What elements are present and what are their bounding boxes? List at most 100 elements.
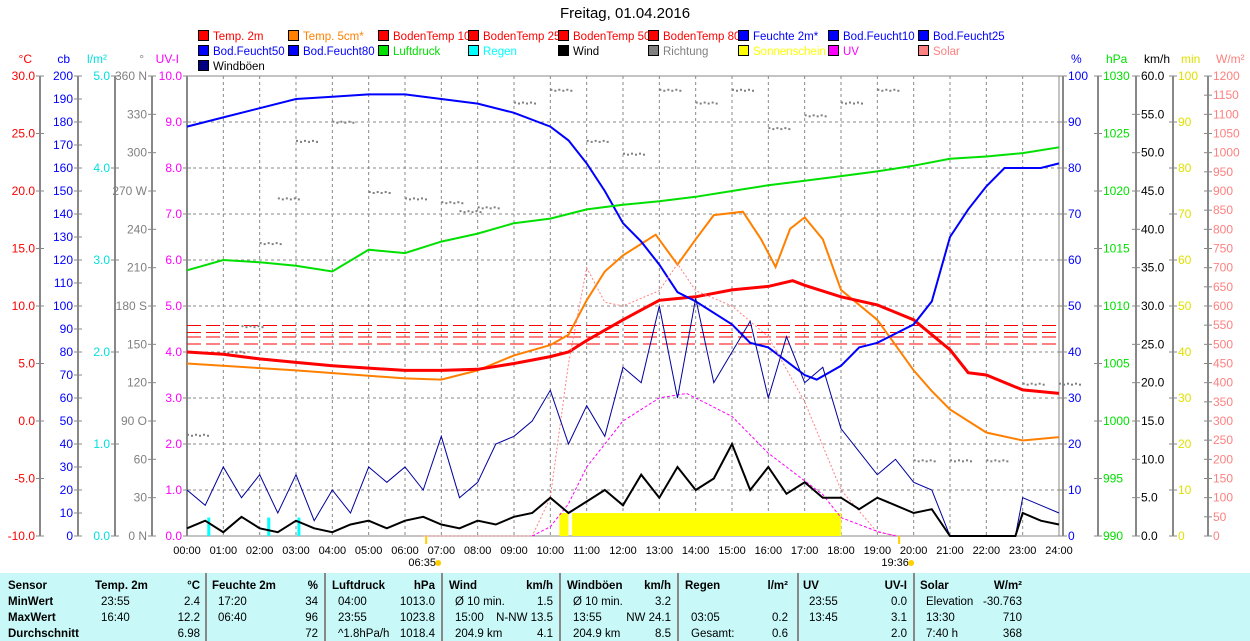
axis-tick-label: 60 (60, 391, 74, 405)
direction-point (816, 115, 819, 118)
direction-point (990, 460, 993, 463)
direction-point (711, 101, 714, 104)
axis-tick-label: 0 (1068, 529, 1075, 543)
column-divider (797, 573, 799, 641)
legend-item: BodenTemp 10 (378, 30, 470, 43)
stats-cell: 03:05 (691, 612, 720, 624)
direction-point (261, 326, 264, 329)
direction-point (514, 101, 516, 104)
stats-cell: 204.9 km (455, 628, 503, 640)
axis-tick-label: 60 (1068, 253, 1082, 267)
direction-point (300, 140, 302, 143)
legend-swatch-icon (288, 45, 299, 56)
legend-item: Temp. 2m (198, 30, 264, 43)
axis-tick-label: 990 (1103, 529, 1123, 543)
x-tick-label: 12:00 (609, 545, 637, 557)
legend-label: BodenTemp 80 (663, 31, 741, 43)
legend-swatch-icon (198, 60, 209, 71)
column-divider (913, 573, 915, 641)
stats-cell: Ø 10 min. (573, 596, 623, 608)
direction-point (312, 139, 314, 142)
stats-cell: Luftdruck (332, 580, 386, 592)
legend-swatch-icon (198, 30, 209, 41)
direction-point (776, 127, 779, 130)
series-solar (423, 262, 900, 537)
axis-tick-label: 8.0 (165, 161, 182, 175)
axis-tick-label: 600 (1213, 299, 1233, 313)
direction-point (459, 210, 462, 213)
series-wind (186, 441, 1060, 537)
stats-cell: Feuchte 2m (212, 580, 276, 592)
direction-point (530, 101, 532, 104)
axis-unit-cb: cb (57, 52, 70, 66)
direction-point (1079, 383, 1081, 386)
axis-tick-label: 80 (1178, 161, 1192, 175)
axis-tick-label: 60 (1178, 253, 1192, 267)
direction-point (663, 89, 666, 92)
axis-tick-label: 30 (1068, 391, 1082, 405)
legend-item: Feuchte 2m* (738, 30, 818, 43)
x-tick-label: 10:00 (537, 545, 565, 557)
direction-point (606, 140, 609, 143)
axis-tick-label: 2.0 (93, 345, 110, 359)
axis-tick-label: 80 (1068, 161, 1082, 175)
stats-cell: Durchschnitt (8, 628, 79, 640)
x-tick-label: 09:00 (500, 545, 528, 557)
axis-tick-label: 100 (1178, 69, 1198, 83)
stats-cell: MinWert (8, 596, 54, 608)
axis-tick-label: 50 (1213, 510, 1227, 524)
stats-cell: ^1.8hPa/h (338, 628, 390, 640)
direction-point (368, 191, 371, 193)
direction-point (808, 115, 811, 118)
legend-item: Bod.Feucht25 (918, 30, 1005, 43)
direction-point (352, 121, 355, 124)
x-tick-label: 14:00 (682, 545, 710, 557)
direction-point (293, 197, 296, 200)
direction-point (477, 206, 480, 209)
direction-point (239, 350, 242, 353)
direction-point (570, 89, 573, 92)
stats-cell: -30.763 (982, 596, 1022, 608)
stats-cell: 72 (305, 628, 318, 640)
axis-tick-label: 400 (1213, 376, 1233, 390)
x-tick-label: 15:00 (718, 545, 746, 557)
direction-point (289, 198, 292, 201)
direction-point (889, 89, 892, 92)
direction-point (897, 89, 900, 92)
axis-tick-label: 4.0 (165, 345, 182, 359)
axis-tick-label: 180 (53, 115, 73, 129)
direction-point (970, 460, 972, 463)
direction-point (277, 197, 280, 200)
legend-label: Windböen (213, 61, 265, 73)
stats-cell: 0.2 (772, 612, 788, 624)
axis-tick-label: 10 (1068, 483, 1082, 497)
direction-point (627, 153, 629, 156)
x-tick-label: 23:00 (1009, 545, 1037, 557)
axis-tick-label: 45.0 (1141, 184, 1165, 198)
direction-point (703, 101, 706, 104)
legend-label: UV (843, 46, 859, 58)
axis-tick-label: 35.0 (1141, 261, 1165, 275)
direction-point (667, 88, 670, 91)
direction-point (413, 197, 415, 200)
axis-tick-label: 330 (127, 107, 147, 121)
x-tick-label: 16:00 (755, 545, 783, 557)
direction-point (235, 351, 238, 354)
direction-point (998, 460, 1001, 463)
direction-point (736, 89, 738, 92)
stats-cell: 1.5 (537, 596, 553, 608)
legend-item: Richtung (648, 45, 708, 58)
axis-tick-label: 800 (1213, 222, 1233, 236)
legend-label: Bod.Feucht80 (303, 46, 375, 58)
axis-tick-label: 20.0 (12, 184, 36, 198)
direction-point (631, 152, 633, 155)
direction-point (243, 351, 246, 354)
direction-point (275, 242, 278, 245)
axis-unit-deg: ° (139, 52, 144, 66)
axis-tick-label: 0 (1213, 529, 1220, 543)
direction-point (425, 198, 427, 201)
direction-point (590, 140, 593, 143)
direction-point (405, 197, 407, 200)
x-tick-label: 22:00 (973, 545, 1001, 557)
direction-point (861, 102, 863, 105)
